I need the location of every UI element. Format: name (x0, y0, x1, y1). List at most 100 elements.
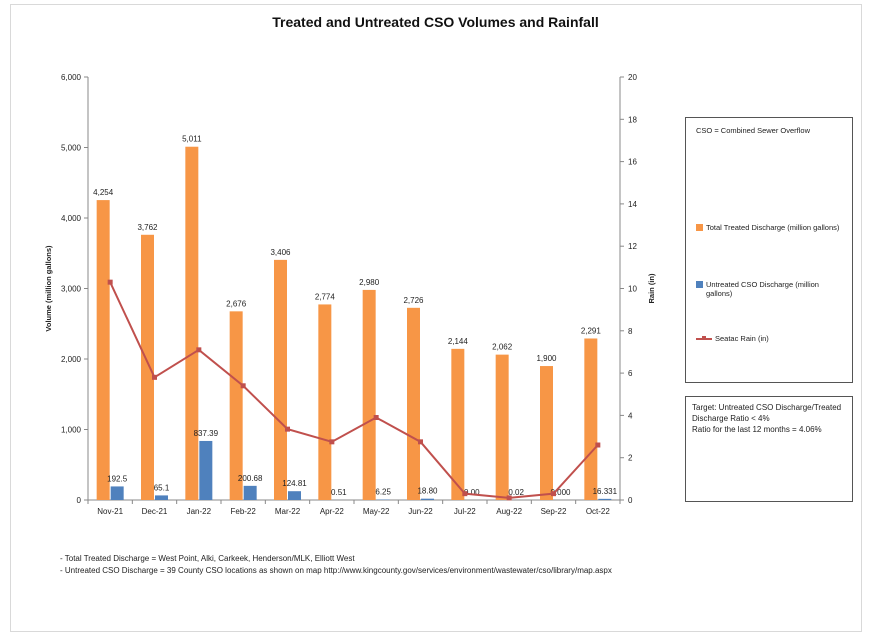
y-tick-label-left: 1,000 (61, 426, 82, 435)
legend-item-rain: Seatac Rain (in) (696, 334, 846, 343)
rain-point (595, 442, 601, 448)
bar-treated (407, 307, 420, 500)
y-tick-label-left: 3,000 (61, 285, 82, 294)
y-tick-label-right: 2 (628, 454, 633, 463)
x-tick-label: Jul-22 (454, 507, 476, 516)
rain-line (109, 281, 599, 499)
data-label-treated: 2,144 (448, 337, 469, 346)
y-axis-title-right: Rain (in) (647, 273, 656, 303)
bar-treated (451, 348, 465, 500)
data-label-treated: 3,406 (270, 248, 291, 257)
rain-point (285, 426, 290, 432)
bar-treated (318, 304, 332, 500)
legend-label-rain: Seatac Rain (in) (715, 334, 769, 343)
footnotes: - Total Treated Discharge = West Point, … (60, 553, 612, 576)
bar-untreated (110, 486, 124, 500)
bar-untreated (199, 440, 213, 500)
x-tick-label: Apr-22 (320, 507, 345, 516)
x-tick-label: Dec-21 (142, 507, 168, 516)
rain-point (373, 415, 379, 421)
y-tick-label-left: 5,000 (61, 144, 82, 153)
data-label-treated: 2,774 (315, 292, 336, 301)
bar-untreated (598, 498, 612, 500)
chart-title: Treated and Untreated CSO Volumes and Ra… (272, 14, 599, 30)
rain-point (152, 374, 157, 380)
y-tick-label-right: 4 (628, 411, 633, 420)
y-tick-label-right: 20 (628, 73, 637, 82)
data-label-untreated: 200.68 (238, 474, 263, 483)
rain-point (506, 495, 512, 501)
rain-point (240, 383, 246, 389)
legend-label-untreated: Untreated CSO Discharge (million gallons… (706, 280, 819, 298)
data-label-treated: 5,011 (182, 135, 202, 144)
x-tick-label: Jan-22 (187, 507, 212, 516)
data-label-untreated: 837.39 (194, 429, 219, 438)
rain-point (418, 439, 423, 445)
y-tick-label-right: 6 (628, 369, 633, 378)
legend-item-treated: Total Treated Discharge (million gallons… (696, 223, 846, 232)
target-text: Target: Untreated CSO Discharge/Treated … (692, 403, 842, 423)
bar-treated (96, 200, 110, 500)
data-label-treated: 2,291 (581, 326, 602, 335)
y-tick-label-right: 12 (628, 242, 637, 251)
data-label-untreated: 0.51 (331, 488, 347, 497)
bar-untreated (421, 498, 434, 500)
data-label-untreated: 16.331 (593, 487, 618, 496)
bar-untreated (288, 491, 301, 500)
bar-untreated (155, 495, 168, 500)
bar-untreated (243, 485, 257, 500)
data-label-untreated: 0.02 (508, 488, 524, 497)
x-tick-label: Mar-22 (275, 507, 301, 516)
target-box: Target: Untreated CSO Discharge/Treated … (685, 396, 853, 502)
bar-treated (540, 366, 553, 500)
rain-point (462, 491, 468, 497)
y-tick-label-left: 6,000 (61, 73, 82, 82)
x-tick-label: Feb-22 (230, 507, 256, 516)
bar-treated (229, 311, 243, 500)
bar-treated (274, 259, 287, 500)
data-label-treated: 2,726 (403, 296, 424, 305)
rain-point (107, 279, 113, 285)
footnote-untreated: - Untreated CSO Discharge = 39 County CS… (60, 565, 612, 575)
y-tick-label-right: 8 (628, 327, 633, 336)
rain-point (196, 347, 202, 353)
data-label-treated: 3,762 (137, 223, 158, 232)
x-tick-label: Sep-22 (541, 507, 567, 516)
legend-heading: CSO = Combined Sewer Overflow (696, 126, 811, 135)
y-tick-label-left: 2,000 (61, 355, 82, 364)
rain-point (329, 439, 335, 445)
y-tick-label-right: 18 (628, 115, 637, 124)
legend-label-treated: Total Treated Discharge (million gallons… (706, 223, 840, 232)
x-tick-label: May-22 (363, 507, 390, 516)
data-label-untreated: 6.25 (375, 488, 391, 497)
legend-box: CSO = Combined Sewer Overflow Total Trea… (685, 117, 853, 383)
legend-swatch-blue (696, 281, 703, 288)
data-label-untreated: 0.00 (464, 488, 480, 497)
x-tick-label: Aug-22 (496, 507, 522, 516)
data-label-treated: 1,900 (536, 354, 557, 363)
data-label-treated: 4,254 (93, 188, 114, 197)
y-tick-label-left: 4,000 (61, 214, 82, 223)
x-tick-label: Jun-22 (408, 507, 433, 516)
data-label-treated: 2,062 (492, 343, 513, 352)
data-label-untreated: 192.5 (107, 474, 128, 483)
bar-treated (185, 146, 199, 501)
ratio-text: Ratio for the last 12 months = 4.06% (692, 424, 822, 434)
y-tick-label-left: 0 (77, 496, 82, 505)
bar-treated (495, 354, 509, 500)
footnote-treated: - Total Treated Discharge = West Point, … (60, 554, 355, 563)
legend-swatch-orange (696, 224, 703, 231)
bar-treated (362, 289, 376, 500)
data-label-treated: 2,980 (359, 278, 380, 287)
rain-point (551, 491, 556, 497)
y-tick-label-right: 16 (628, 158, 637, 167)
legend-item-untreated: Untreated CSO Discharge (million gallons… (696, 280, 846, 298)
x-tick-label: Nov-21 (97, 507, 123, 516)
data-label-untreated: 0.000 (550, 488, 571, 497)
y-tick-label-right: 10 (628, 285, 637, 294)
data-label-treated: 2,676 (226, 299, 247, 308)
x-tick-label: Oct-22 (586, 507, 611, 516)
y-tick-label-right: 0 (628, 496, 633, 505)
y-axis-title-left: Volume (million gallons) (44, 245, 53, 332)
